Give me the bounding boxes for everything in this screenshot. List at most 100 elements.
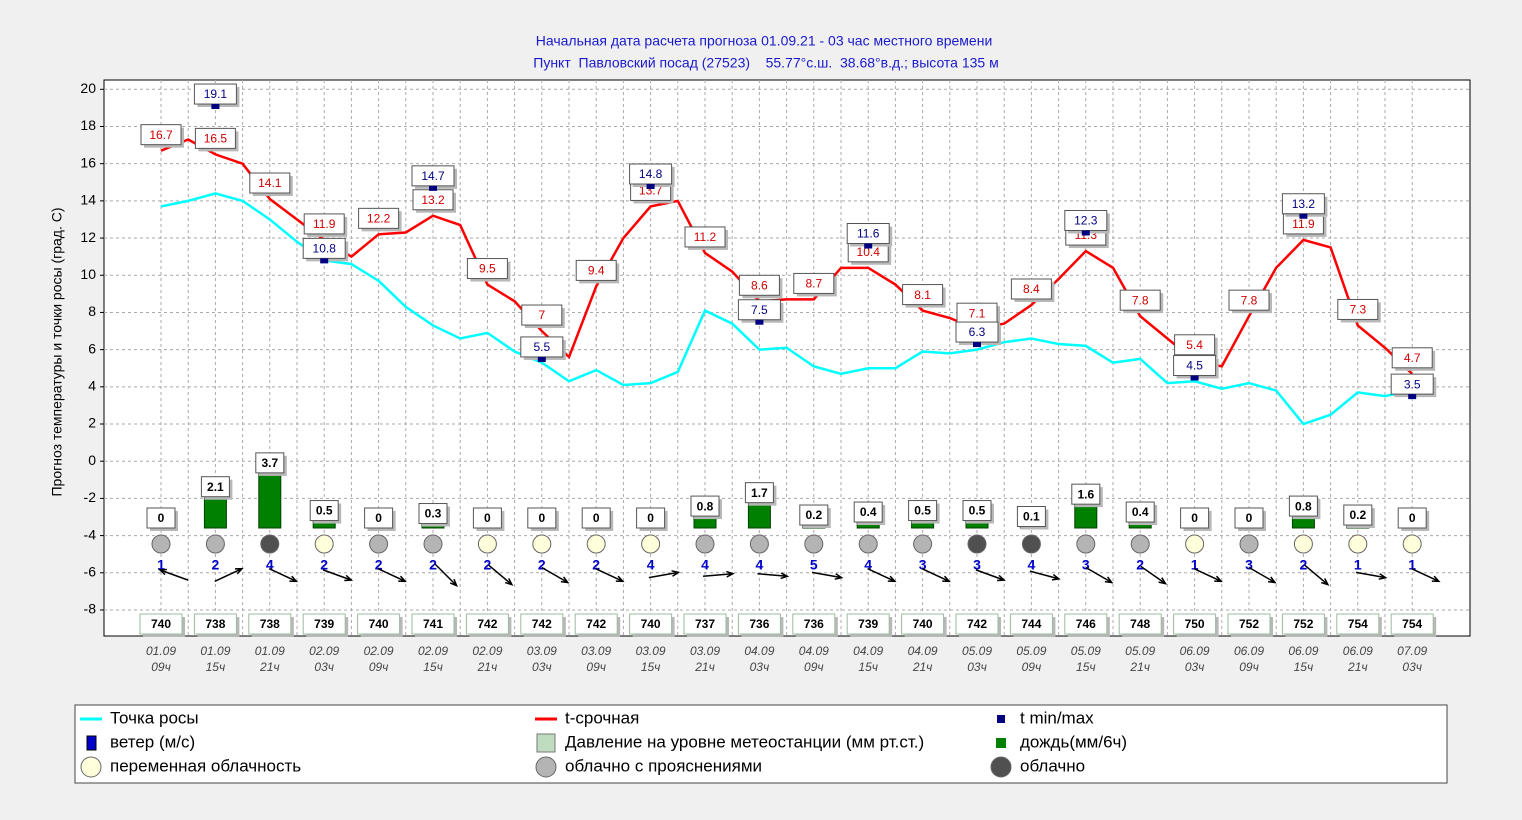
rain-label: 0	[1409, 511, 1416, 525]
x-tick-label: 06.09 09ч	[1234, 644, 1264, 674]
rain-label-box	[255, 452, 285, 474]
pressure-label-box	[629, 613, 673, 635]
t-label: 9.4	[588, 264, 605, 278]
x-tick-label: 05.09 09ч	[1016, 644, 1046, 674]
y-tick-label: 0	[88, 452, 96, 468]
pressure-label: 740	[369, 617, 389, 631]
tminmax-marker	[1408, 394, 1417, 400]
wind-arrow	[648, 570, 681, 579]
wind-speed: 1	[1408, 557, 1416, 573]
t-label-box	[249, 172, 291, 194]
wind-arrow	[867, 567, 897, 583]
legend-label: t-срочная	[565, 708, 639, 727]
legend-swatch	[86, 735, 97, 751]
t-label-box	[194, 127, 236, 149]
wind-speed: 4	[266, 557, 274, 573]
t-label-box	[575, 259, 617, 281]
pressure-label-box	[901, 613, 945, 635]
cloud-icon	[695, 534, 715, 554]
tminmax-marker	[973, 342, 981, 348]
x-tick-label: 01.09 15ч	[200, 644, 230, 674]
t-label-box	[358, 207, 400, 229]
tminmax-marker	[1081, 230, 1090, 236]
cloud-icon	[477, 534, 497, 554]
pressure-label: 739	[858, 617, 878, 631]
cloud-icon	[1076, 534, 1096, 554]
tminmax-label: 12.3	[1074, 214, 1098, 228]
rain-label-box	[1016, 506, 1046, 528]
t-label-box	[902, 284, 944, 306]
rain-label-box	[1397, 507, 1427, 529]
pressure-label: 748	[1130, 617, 1150, 631]
rain-label: 0	[1191, 511, 1198, 525]
rain-label-box	[472, 507, 502, 529]
x-tick-label: 03.09 15ч	[636, 644, 666, 674]
wind-speed: 2	[429, 557, 437, 573]
tminmax-label: 5.5	[533, 340, 550, 354]
rain-label-box	[364, 507, 394, 529]
wind-speed: 4	[1028, 557, 1036, 573]
t-label-box	[1119, 289, 1161, 311]
legend-swatch	[80, 756, 102, 778]
t-label-box	[684, 226, 726, 248]
wind-arrow	[322, 569, 354, 582]
x-tick-label: 06.09 21ч	[1343, 644, 1373, 674]
x-tick-label: 03.09 21ч	[690, 644, 720, 674]
pressure-label-box	[139, 613, 183, 635]
x-tick-label: 01.09 21ч	[255, 644, 285, 674]
rain-label-box	[744, 482, 774, 504]
rain-label: 0	[1246, 511, 1253, 525]
wind-arrow	[1248, 566, 1277, 584]
t-label: 7	[538, 308, 545, 322]
wind-speed: 1	[1354, 557, 1362, 573]
rain-label-box	[1125, 501, 1155, 523]
wind-speed: 3	[973, 557, 981, 573]
x-tick-label: 05.09 15ч	[1071, 644, 1101, 674]
pressure-label: 744	[1021, 617, 1041, 631]
rain-label: 0	[593, 511, 600, 525]
x-tick-label: 05.09 21ч	[1125, 644, 1155, 674]
cloud-icon	[1021, 534, 1041, 554]
y-tick-label: 16	[80, 154, 96, 170]
pressure-label-box	[1009, 613, 1053, 635]
wind-speed: 3	[1082, 557, 1090, 573]
rain-label-box	[1288, 495, 1318, 517]
tminmax-marker	[646, 183, 655, 189]
pressure-label: 740	[151, 617, 171, 631]
wind-speed: 2	[375, 557, 383, 573]
wind-speed: 2	[484, 557, 492, 573]
wind-speed: 2	[320, 557, 328, 573]
legend-swatch	[990, 756, 1012, 778]
t-label: 7.8	[1132, 293, 1149, 307]
t-label: 8.7	[805, 277, 822, 291]
cloud-icon	[1185, 534, 1205, 554]
cloud-icon	[749, 534, 769, 554]
x-tick-label: 03.09 03ч	[527, 644, 557, 674]
rain-label-box	[853, 501, 883, 523]
pressure-label: 742	[967, 617, 987, 631]
pressure-label: 754	[1402, 617, 1422, 631]
legend-label: t min/max	[1020, 708, 1094, 727]
pressure-label-box	[1064, 613, 1108, 635]
cloud-icon	[260, 534, 280, 554]
cloud-icon	[913, 534, 933, 554]
wind-arrow	[1193, 567, 1223, 583]
wind-arrow	[1304, 564, 1330, 586]
t-label: 13.2	[421, 193, 445, 207]
wind-arrow	[214, 567, 244, 583]
rain-label: 0	[538, 511, 545, 525]
tminmax-label: 13.2	[1292, 197, 1316, 211]
wind-arrow	[541, 566, 570, 584]
tminmax-label: 4.5	[1186, 359, 1203, 373]
legend-swatch	[535, 756, 557, 778]
tminmax-marker	[537, 356, 546, 362]
wind-arrow	[158, 568, 189, 581]
pressure-label-box	[955, 613, 999, 635]
t-label: 9.5	[479, 262, 496, 276]
wind-speed: 1	[157, 557, 165, 573]
x-tick-label: 02.09 03ч	[309, 644, 339, 674]
tminmax-marker	[1190, 375, 1199, 381]
cloud-icon	[314, 534, 334, 554]
tminmax-label: 14.8	[639, 167, 663, 181]
x-tick-label: 06.09 15ч	[1288, 644, 1318, 674]
